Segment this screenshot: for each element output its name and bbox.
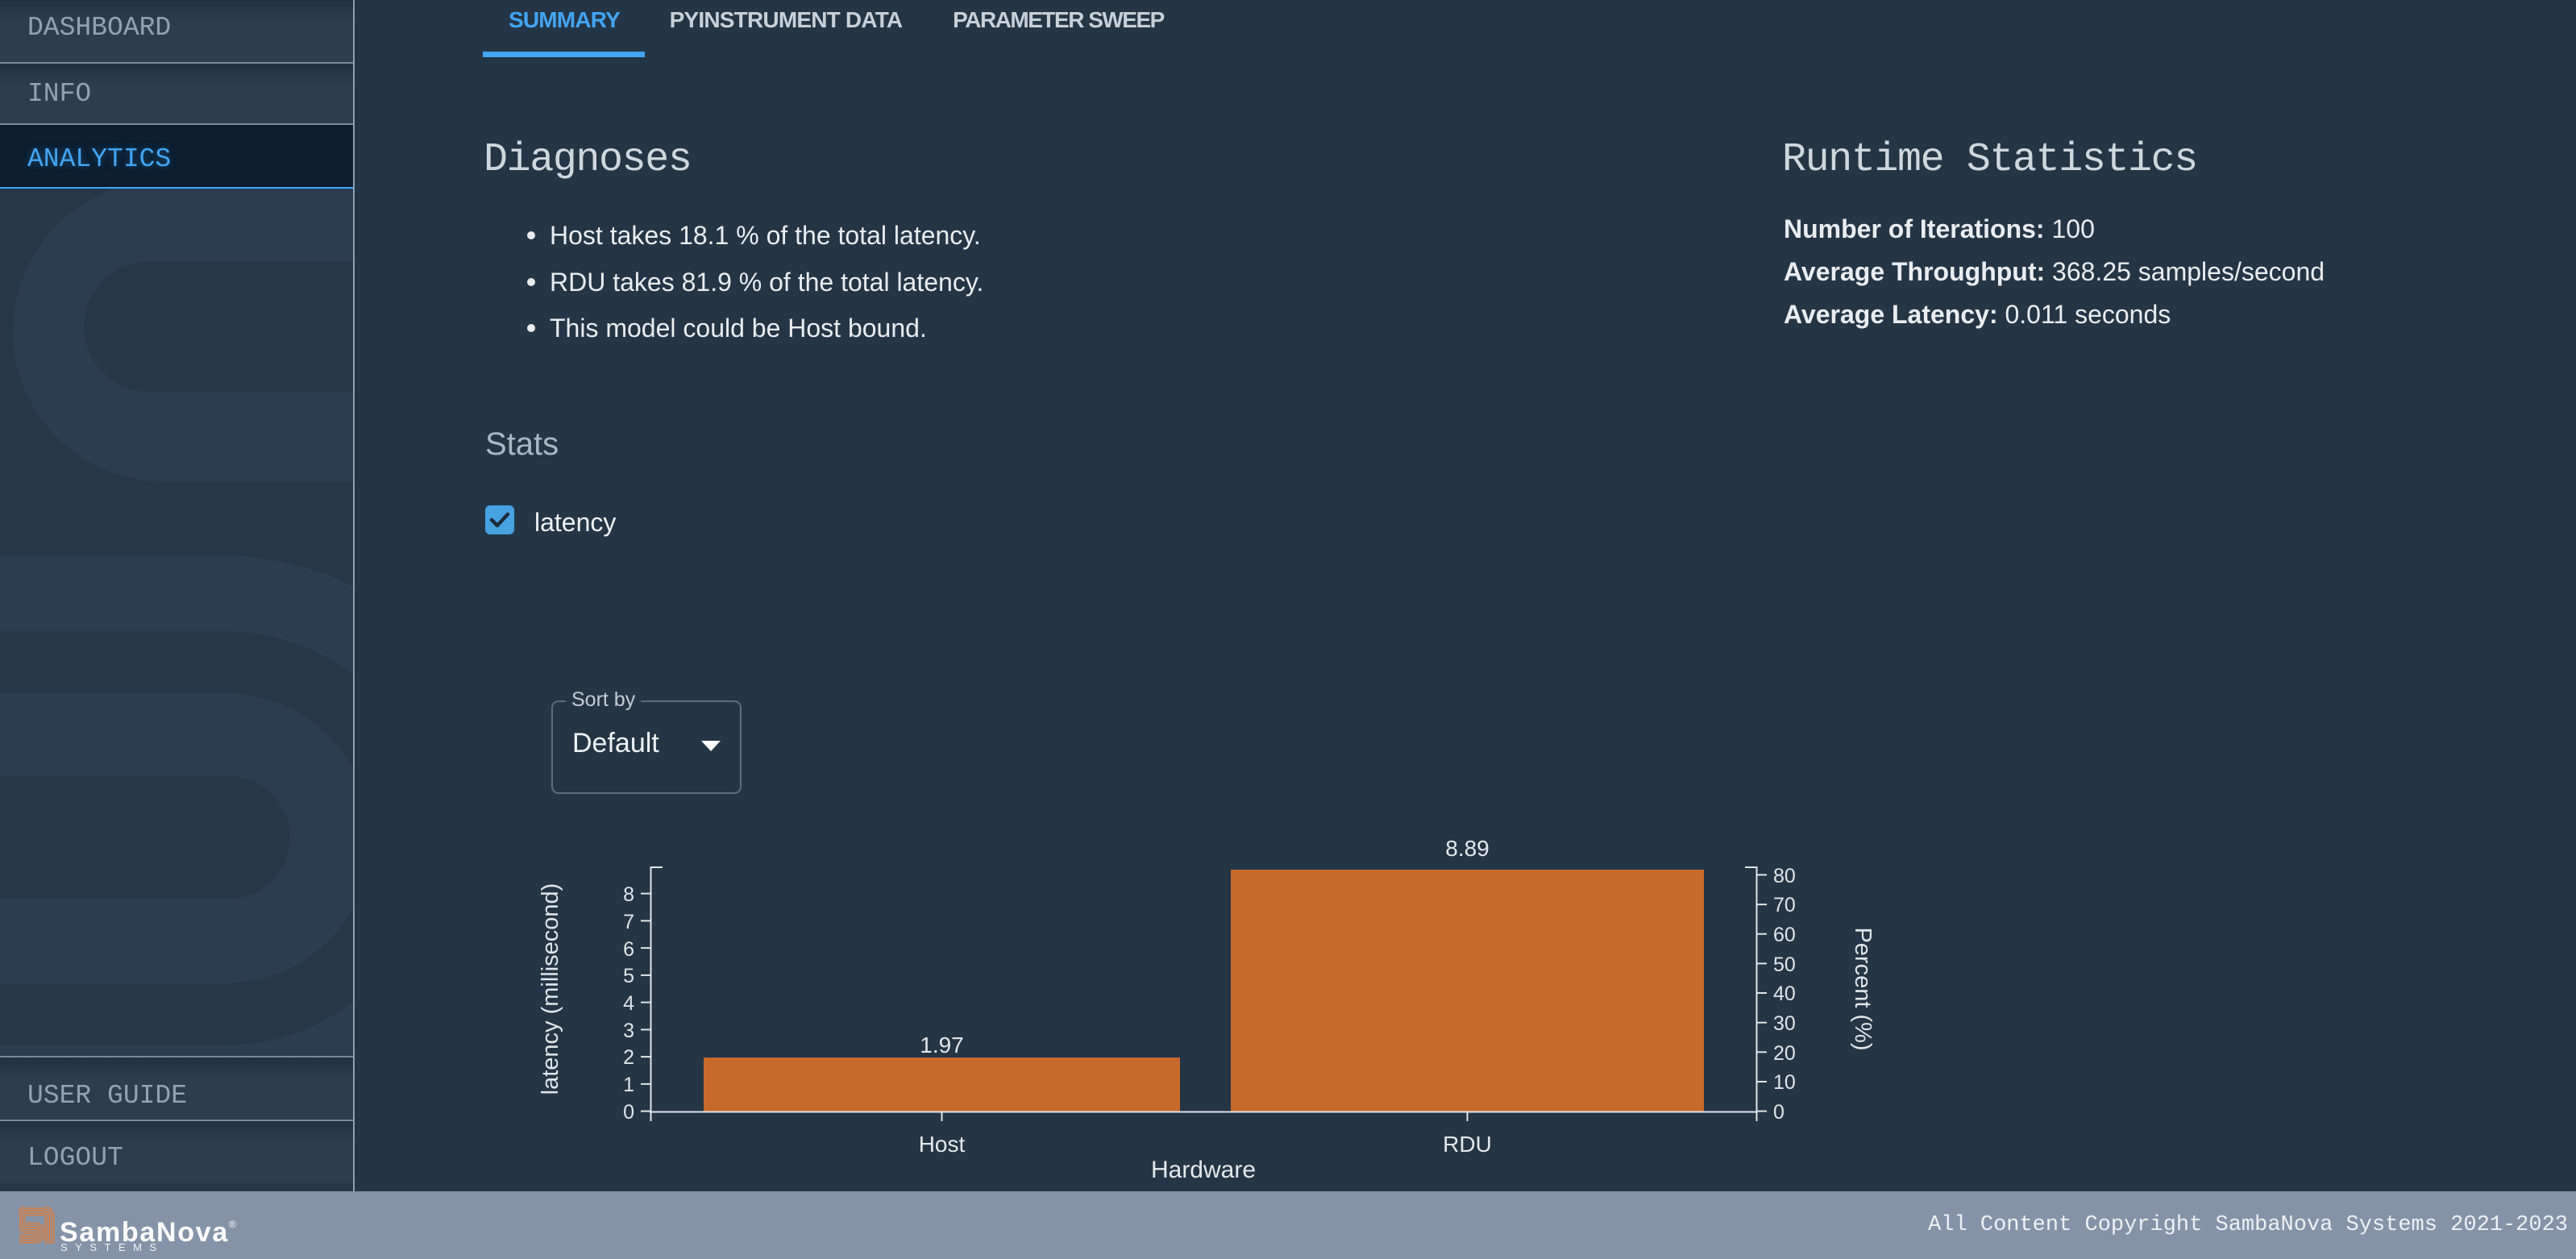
svg-text:1.97: 1.97: [920, 1033, 964, 1057]
svg-text:50: 50: [1773, 954, 1796, 976]
svg-text:0: 0: [1773, 1101, 1785, 1124]
svg-text:Host: Host: [919, 1132, 966, 1157]
svg-text:7: 7: [623, 911, 634, 933]
svg-text:60: 60: [1773, 924, 1796, 946]
svg-text:Percent (%): Percent (%): [1850, 927, 1876, 1050]
svg-text:70: 70: [1773, 894, 1796, 916]
svg-text:20: 20: [1773, 1042, 1796, 1065]
svg-text:30: 30: [1773, 1012, 1796, 1035]
svg-text:3: 3: [623, 1020, 634, 1042]
svg-text:Hardware: Hardware: [1151, 1157, 1256, 1183]
svg-text:10: 10: [1773, 1071, 1796, 1094]
svg-text:8.89: 8.89: [1445, 836, 1490, 861]
svg-text:1: 1: [623, 1074, 634, 1096]
svg-text:RDU: RDU: [1443, 1132, 1492, 1157]
svg-text:80: 80: [1773, 865, 1796, 887]
svg-text:8: 8: [623, 883, 634, 906]
svg-text:5: 5: [623, 965, 634, 987]
svg-text:0: 0: [623, 1101, 634, 1124]
svg-text:6: 6: [623, 938, 634, 961]
svg-text:40: 40: [1773, 983, 1796, 1005]
svg-text:4: 4: [623, 992, 634, 1015]
svg-text:2: 2: [623, 1046, 634, 1069]
svg-text:latency (millisecond): latency (millisecond): [538, 883, 563, 1095]
